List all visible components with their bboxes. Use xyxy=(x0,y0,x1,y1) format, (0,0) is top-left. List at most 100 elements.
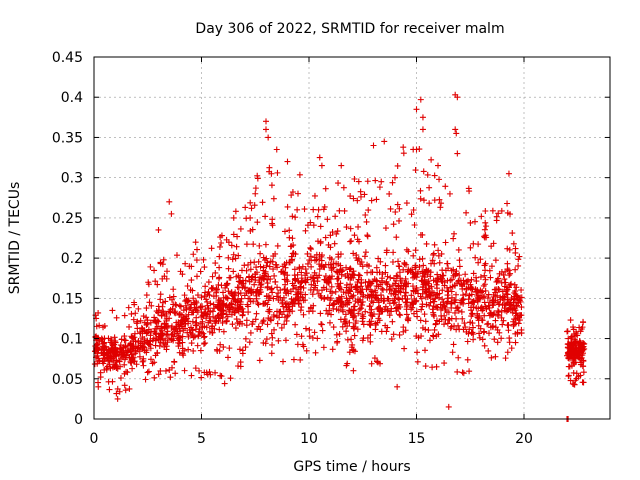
data-point xyxy=(166,315,173,322)
data-point xyxy=(200,256,207,263)
data-point xyxy=(247,266,254,273)
data-point xyxy=(245,295,252,302)
data-point xyxy=(291,266,298,273)
data-point xyxy=(343,328,350,335)
data-point xyxy=(246,339,253,346)
data-point xyxy=(437,204,444,211)
data-point xyxy=(326,319,333,326)
data-point xyxy=(284,158,291,165)
data-point xyxy=(467,304,474,311)
data-point xyxy=(155,371,162,378)
data-point xyxy=(383,279,390,286)
data-point xyxy=(194,342,201,349)
data-point xyxy=(201,264,208,271)
data-point xyxy=(462,271,469,278)
data-point xyxy=(402,289,409,296)
data-point xyxy=(417,195,424,202)
data-point xyxy=(358,259,365,266)
data-point xyxy=(381,138,388,145)
data-point xyxy=(140,343,147,350)
data-point xyxy=(151,314,158,321)
data-point xyxy=(157,296,164,303)
data-point xyxy=(352,320,359,327)
data-point xyxy=(294,341,301,348)
data-point xyxy=(182,325,189,332)
data-point xyxy=(481,226,488,233)
data-point xyxy=(209,308,216,315)
data-point xyxy=(117,375,124,382)
data-point xyxy=(481,342,488,349)
y-tick-label: 0.1 xyxy=(61,332,83,348)
data-point xyxy=(413,106,420,113)
data-point xyxy=(390,221,397,228)
data-point xyxy=(571,381,578,388)
data-point xyxy=(475,259,482,266)
data-point xyxy=(509,230,516,237)
data-point xyxy=(136,348,143,355)
data-point xyxy=(286,303,293,310)
data-point xyxy=(237,290,244,297)
data-point xyxy=(499,302,506,309)
data-point xyxy=(303,270,310,277)
data-point xyxy=(485,320,492,327)
data-point xyxy=(294,206,301,213)
data-point xyxy=(403,303,410,310)
data-point xyxy=(469,310,476,317)
data-point xyxy=(193,307,200,314)
data-point xyxy=(339,306,346,313)
data-point xyxy=(160,309,167,316)
data-point xyxy=(214,313,221,320)
data-point xyxy=(436,290,443,297)
data-point xyxy=(515,262,522,269)
data-point xyxy=(384,295,391,302)
data-point xyxy=(247,329,254,336)
data-point xyxy=(456,326,463,333)
data-point xyxy=(384,324,391,331)
data-point xyxy=(154,281,161,288)
data-point xyxy=(210,293,217,300)
data-point xyxy=(375,299,382,306)
data-point xyxy=(396,311,403,318)
data-point xyxy=(302,227,309,234)
data-point xyxy=(364,269,371,276)
data-point xyxy=(387,274,394,281)
data-point xyxy=(316,154,323,161)
data-point xyxy=(437,273,444,280)
data-point xyxy=(570,326,577,333)
data-point xyxy=(142,376,149,383)
data-point xyxy=(104,363,111,370)
data-point xyxy=(144,337,151,344)
data-point xyxy=(121,312,128,319)
data-point xyxy=(344,270,351,277)
data-point xyxy=(466,326,473,333)
data-point xyxy=(368,306,375,313)
data-point xyxy=(512,339,519,346)
data-point xyxy=(202,340,209,347)
data-point xyxy=(479,288,486,295)
data-point xyxy=(278,268,285,275)
x-tick-label: 15 xyxy=(408,431,426,447)
data-point xyxy=(355,310,362,317)
data-point xyxy=(581,340,588,347)
data-point xyxy=(328,264,335,271)
data-point xyxy=(367,309,374,316)
data-point xyxy=(182,302,189,309)
data-point xyxy=(431,313,438,320)
data-point xyxy=(245,309,252,316)
data-point xyxy=(130,316,137,323)
data-point xyxy=(101,322,108,329)
data-point xyxy=(357,193,364,200)
data-point xyxy=(576,338,583,345)
data-point xyxy=(158,312,165,319)
data-point xyxy=(393,308,400,315)
data-point xyxy=(199,318,206,325)
data-point xyxy=(171,358,178,365)
data-point xyxy=(243,317,250,324)
data-point xyxy=(205,305,212,312)
data-point xyxy=(200,340,207,347)
data-point xyxy=(330,324,337,331)
data-point xyxy=(239,311,246,318)
data-point xyxy=(281,314,288,321)
data-point xyxy=(213,317,220,324)
data-point xyxy=(279,297,286,304)
